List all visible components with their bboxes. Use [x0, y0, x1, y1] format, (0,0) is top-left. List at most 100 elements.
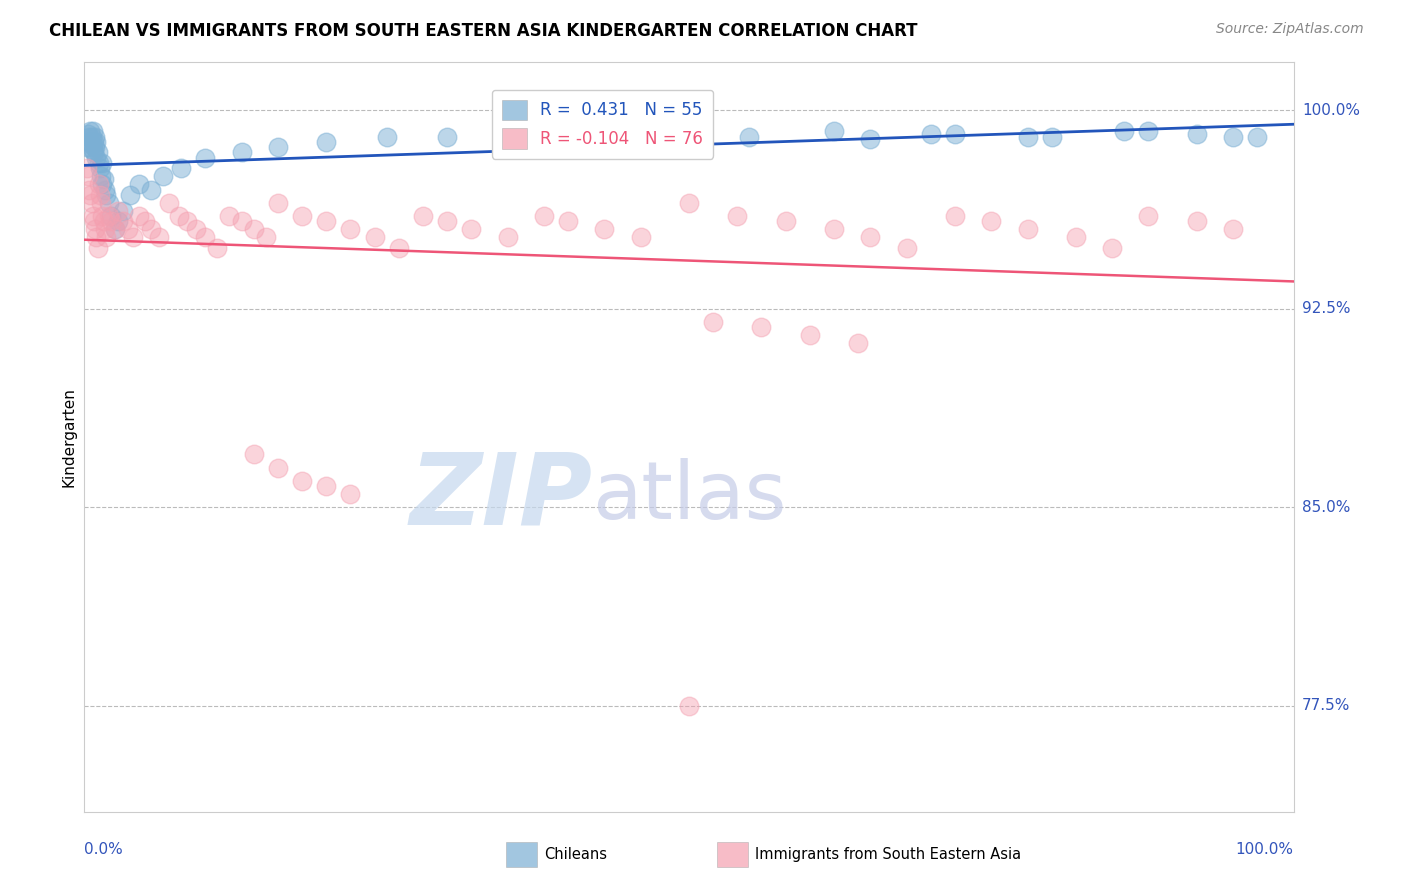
Point	[84, 129, 107, 144]
Point	[77, 129, 100, 144]
Point	[194, 151, 217, 165]
Point	[83, 145, 105, 160]
Point	[218, 209, 240, 223]
Point	[89, 161, 111, 176]
Point	[436, 129, 458, 144]
Point	[93, 214, 115, 228]
Point	[128, 209, 150, 223]
Point	[388, 241, 411, 255]
Point	[496, 230, 519, 244]
Point	[1137, 209, 1160, 223]
Point	[77, 169, 100, 184]
Point	[339, 487, 361, 501]
Point	[823, 222, 845, 236]
Point	[91, 209, 114, 223]
Point	[291, 474, 314, 488]
Point	[630, 230, 652, 244]
Point	[702, 315, 724, 329]
Point	[139, 182, 162, 196]
Point	[1017, 129, 1039, 144]
Point	[775, 214, 797, 228]
Point	[79, 135, 101, 149]
Point	[97, 209, 120, 223]
Point	[152, 169, 174, 184]
Point	[1114, 124, 1136, 138]
Point	[176, 214, 198, 228]
Point	[1101, 241, 1123, 255]
Point	[1064, 230, 1087, 244]
Point	[654, 127, 676, 141]
Point	[100, 214, 122, 228]
Point	[82, 124, 104, 138]
Point	[581, 124, 603, 138]
Point	[86, 145, 108, 160]
Point	[121, 230, 143, 244]
Point	[80, 129, 103, 144]
Point	[1017, 222, 1039, 236]
Point	[83, 214, 105, 228]
Point	[231, 214, 253, 228]
Point	[375, 129, 398, 144]
Point	[93, 172, 115, 186]
Point	[82, 143, 104, 157]
Point	[107, 214, 129, 228]
Point	[751, 320, 773, 334]
Point	[148, 230, 170, 244]
Point	[533, 209, 555, 223]
Point	[738, 129, 761, 144]
Point	[120, 187, 142, 202]
Y-axis label: Kindergarten: Kindergarten	[60, 387, 76, 487]
Point	[184, 222, 207, 236]
Point	[678, 698, 700, 713]
Point	[725, 209, 748, 223]
Text: 100.0%: 100.0%	[1236, 842, 1294, 857]
Point	[460, 222, 482, 236]
Point	[104, 222, 127, 236]
Point	[77, 127, 100, 141]
Text: Chileans: Chileans	[544, 847, 607, 862]
Point	[86, 151, 108, 165]
Point	[84, 140, 107, 154]
Text: Source: ZipAtlas.com: Source: ZipAtlas.com	[1216, 22, 1364, 37]
Point	[112, 214, 135, 228]
Point	[84, 222, 107, 236]
Point	[90, 195, 112, 210]
Point	[170, 161, 193, 176]
Point	[315, 214, 337, 228]
Text: Immigrants from South Eastern Asia: Immigrants from South Eastern Asia	[755, 847, 1021, 862]
Point	[87, 178, 110, 192]
Point	[315, 479, 337, 493]
Point	[76, 140, 98, 154]
Point	[91, 178, 114, 192]
Point	[94, 187, 117, 202]
Point	[82, 209, 104, 223]
Point	[79, 187, 101, 202]
Point	[87, 156, 110, 170]
Point	[1222, 129, 1244, 144]
Point	[107, 203, 129, 218]
Point	[315, 135, 337, 149]
Point	[859, 230, 882, 244]
Point	[1137, 124, 1160, 138]
Point	[267, 140, 290, 154]
Point	[194, 230, 217, 244]
Point	[920, 127, 942, 141]
Point	[291, 209, 314, 223]
Point	[254, 230, 277, 244]
Point	[267, 195, 290, 210]
Point	[509, 127, 531, 141]
Point	[557, 214, 579, 228]
Point	[128, 178, 150, 192]
Point	[823, 124, 845, 138]
Point	[207, 241, 229, 255]
Point	[678, 195, 700, 210]
Point	[436, 214, 458, 228]
Point	[139, 222, 162, 236]
Text: CHILEAN VS IMMIGRANTS FROM SOUTH EASTERN ASIA KINDERGARTEN CORRELATION CHART: CHILEAN VS IMMIGRANTS FROM SOUTH EASTERN…	[49, 22, 918, 40]
Point	[86, 135, 108, 149]
Point	[89, 187, 111, 202]
Point	[86, 230, 108, 244]
Text: 77.5%: 77.5%	[1302, 698, 1350, 714]
Point	[94, 222, 117, 236]
Text: 92.5%: 92.5%	[1302, 301, 1350, 316]
